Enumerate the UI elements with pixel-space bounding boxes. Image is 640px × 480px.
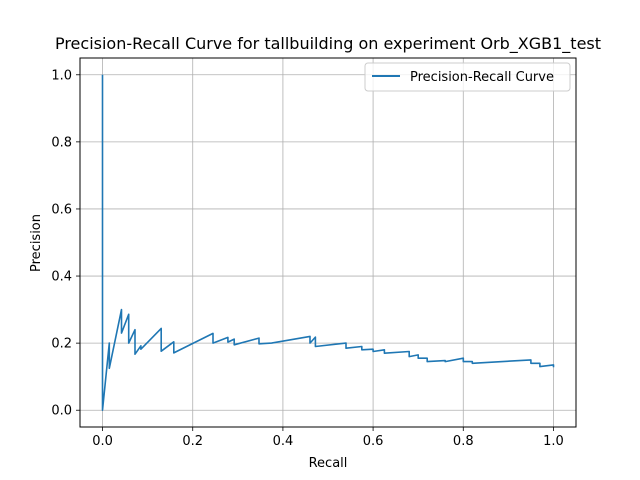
- x-tick-label: 0.0: [92, 434, 113, 449]
- series-line: [101, 74, 555, 412]
- y-tick-label: 0.8: [51, 135, 72, 150]
- y-tick-label: 0.2: [51, 337, 72, 352]
- x-tick-label: 0.2: [182, 434, 203, 449]
- legend-entry-label: Precision-Recall Curve: [410, 70, 554, 85]
- x-tick-label: 0.4: [273, 434, 294, 449]
- axes-frame: [79, 57, 577, 428]
- x-tick-label: 1.0: [543, 434, 564, 449]
- chart-title: Precision-Recall Curve for tallbuilding …: [55, 34, 601, 54]
- legend-box: [364, 62, 571, 92]
- y-tick-label: 0.4: [51, 270, 72, 285]
- y-tick-label: 0.6: [51, 202, 72, 217]
- y-ticks: 0.0 0.2 0.4 0.6 0.8 1.0: [51, 68, 80, 419]
- y-tick-label: 0.0: [51, 404, 72, 419]
- legend: Precision-Recall Curve: [364, 62, 571, 92]
- plot-area: [101, 74, 555, 412]
- x-axis-label: Recall: [309, 456, 348, 471]
- grid: [80, 58, 576, 427]
- x-tick-label: 0.8: [453, 434, 474, 449]
- y-tick-label: 1.0: [51, 68, 72, 83]
- y-axis-label: Precision: [29, 214, 44, 272]
- x-ticks: 0.0 0.2 0.4 0.6 0.8 1.0: [92, 427, 564, 449]
- x-tick-label: 0.6: [363, 434, 384, 449]
